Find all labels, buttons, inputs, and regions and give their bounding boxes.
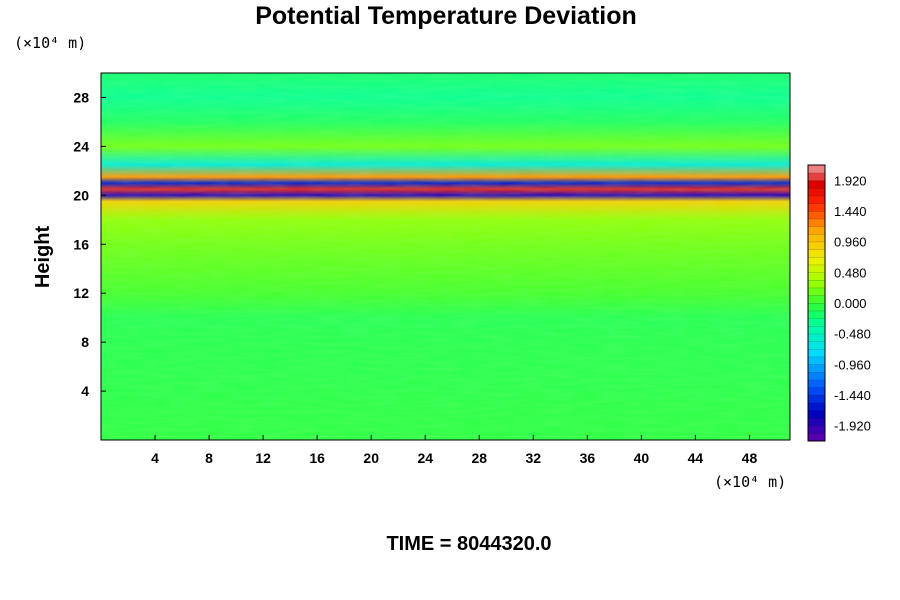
- time-label: TIME = 8044320.0: [386, 533, 551, 555]
- colorbar-bin: [807, 318, 826, 327]
- colorbar-bin: [807, 233, 826, 243]
- y-unit-label: (×10⁴ m): [14, 34, 86, 52]
- x-ticks: 4 8 12 16 20 24 28 32 36 40 44 48: [151, 435, 757, 466]
- colorbar-bin: [807, 310, 826, 319]
- colorbar-bin: [807, 402, 826, 411]
- y-tick-label: 28: [73, 89, 89, 105]
- colorbar-bin: [807, 203, 826, 212]
- plot-frame: [100, 72, 791, 441]
- colorbar-tick-label: 1.920: [834, 173, 867, 188]
- x-tick-label: 48: [742, 450, 758, 466]
- colorbar-bin: [807, 433, 826, 442]
- colorbar-tick-label: -0.960: [834, 357, 871, 372]
- colorbar-tick-label: -1.440: [834, 388, 871, 403]
- y-tick-label: 16: [73, 236, 89, 252]
- colorbar-tick-label: 0.000: [834, 296, 867, 311]
- y-tick-label: 24: [73, 138, 89, 154]
- y-ticks: 4 8 12 16 20 24 28: [73, 89, 106, 399]
- colorbar-bin: [807, 302, 826, 312]
- colorbar-bin: [807, 272, 826, 281]
- y-tick-label: 12: [73, 285, 89, 301]
- colorbar: [807, 164, 826, 442]
- colorbar-bin: [807, 279, 826, 289]
- plot-area: [100, 72, 791, 441]
- colorbar-bin: [807, 256, 826, 266]
- x-tick-label: 44: [688, 450, 704, 466]
- y-tick-label: 4: [81, 383, 89, 399]
- colorbar-bin: [807, 333, 826, 342]
- colorbar-frame: [807, 164, 826, 442]
- colorbar-bin: [807, 218, 826, 227]
- colorbar-bin: [807, 287, 826, 296]
- x-tick-label: 12: [255, 450, 271, 466]
- x-unit-label: (×10⁴ m): [714, 473, 786, 491]
- colorbar-bin: [807, 164, 826, 174]
- colorbar-bin: [807, 325, 826, 335]
- y-tick-label: 8: [81, 334, 89, 350]
- chart-title: Potential Temperature Deviation: [255, 2, 637, 30]
- colorbar-bin: [807, 341, 826, 350]
- x-tick-label: 16: [309, 450, 325, 466]
- x-tick-label: 8: [205, 450, 213, 466]
- colorbar-bin: [807, 264, 826, 273]
- colorbar-bin: [807, 425, 826, 434]
- heatmap-texture: [101, 73, 790, 440]
- colorbar-bin: [807, 417, 826, 427]
- colorbar-bin: [807, 241, 826, 250]
- colorbar-bin: [807, 356, 826, 365]
- x-tick-label: 20: [363, 450, 379, 466]
- colorbar-bin: [807, 295, 826, 304]
- colorbar-bin: [807, 210, 826, 220]
- colorbar-bin: [807, 226, 826, 235]
- colorbar-ticks: -1.920 -1.440 -0.960 -0.480 0.000 0.480 0.960 1…: [834, 173, 871, 433]
- colorbar-tick-label: -0.480: [834, 327, 871, 342]
- colorbar-bin: [807, 379, 826, 388]
- colorbar-bin: [807, 187, 826, 197]
- colorbar-bin: [807, 172, 826, 181]
- colorbar-bin: [807, 371, 826, 381]
- colorbar-bin: [807, 348, 826, 358]
- y-axis-label: Height: [32, 226, 54, 289]
- x-tick-label: 32: [526, 450, 542, 466]
- x-tick-label: 24: [417, 450, 433, 466]
- colorbar-tick-label: 0.480: [834, 265, 867, 280]
- y-tick-label: 20: [73, 187, 89, 203]
- colorbar-tick-label: -1.920: [834, 419, 871, 434]
- x-tick-label: 4: [151, 450, 159, 466]
- colorbar-tick-label: 0.960: [834, 235, 867, 250]
- x-tick-label: 28: [471, 450, 487, 466]
- x-tick-label: 40: [634, 450, 650, 466]
- colorbar-bin: [807, 410, 826, 419]
- colorbar-bin: [807, 364, 826, 373]
- colorbar-tick-label: 1.440: [834, 204, 867, 219]
- colorbar-bin: [807, 195, 826, 204]
- colorbar-bin: [807, 249, 826, 258]
- x-tick-label: 36: [580, 450, 596, 466]
- colorbar-bin: [807, 180, 826, 189]
- colorbar-bin: [807, 394, 826, 404]
- colorbar-bin: [807, 387, 826, 396]
